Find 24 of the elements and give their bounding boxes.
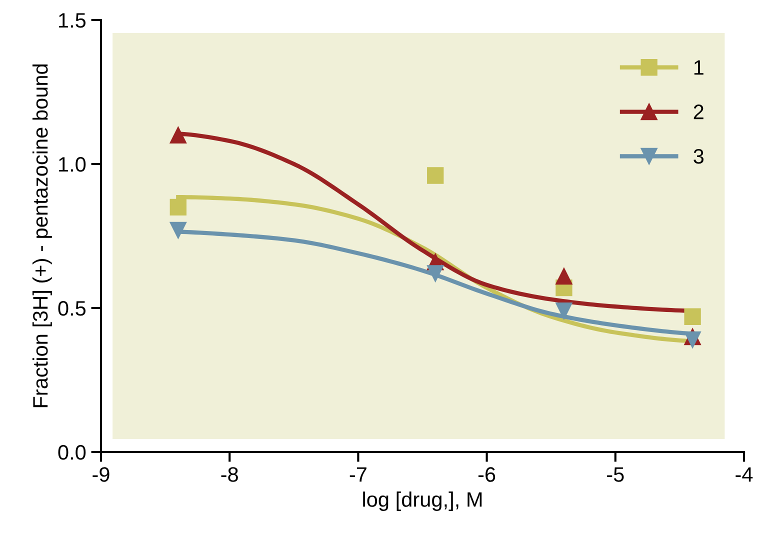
x-tick-label: -9 — [92, 467, 110, 482]
y-axis-title: Fraction [3H] (+) - pentazocine bound — [32, 64, 52, 408]
point — [427, 265, 444, 282]
x-tick-label: -5 — [607, 467, 624, 482]
x-tick-label: -7 — [350, 467, 366, 482]
y-tick-label: 1.5 — [59, 13, 86, 28]
point — [170, 222, 186, 239]
y-tick-label: 0.5 — [58, 301, 86, 316]
point — [170, 126, 186, 144]
x-tick-label: -6 — [478, 467, 496, 482]
x-tick-label: -8 — [221, 467, 238, 482]
point — [427, 167, 444, 184]
point — [556, 302, 572, 320]
point — [170, 198, 186, 216]
x-axis-title: log [drug,], M — [363, 492, 482, 511]
x-tick-label: -4 — [736, 467, 753, 482]
point — [684, 308, 701, 325]
y-tick-label: 1.0 — [59, 157, 86, 172]
y-tick-label: 0.0 — [58, 445, 86, 460]
point — [684, 331, 701, 348]
legend-label: 2 — [694, 104, 704, 120]
legend-label: 3 — [694, 148, 704, 164]
legend-label: 1 — [694, 60, 704, 75]
point — [556, 268, 572, 285]
